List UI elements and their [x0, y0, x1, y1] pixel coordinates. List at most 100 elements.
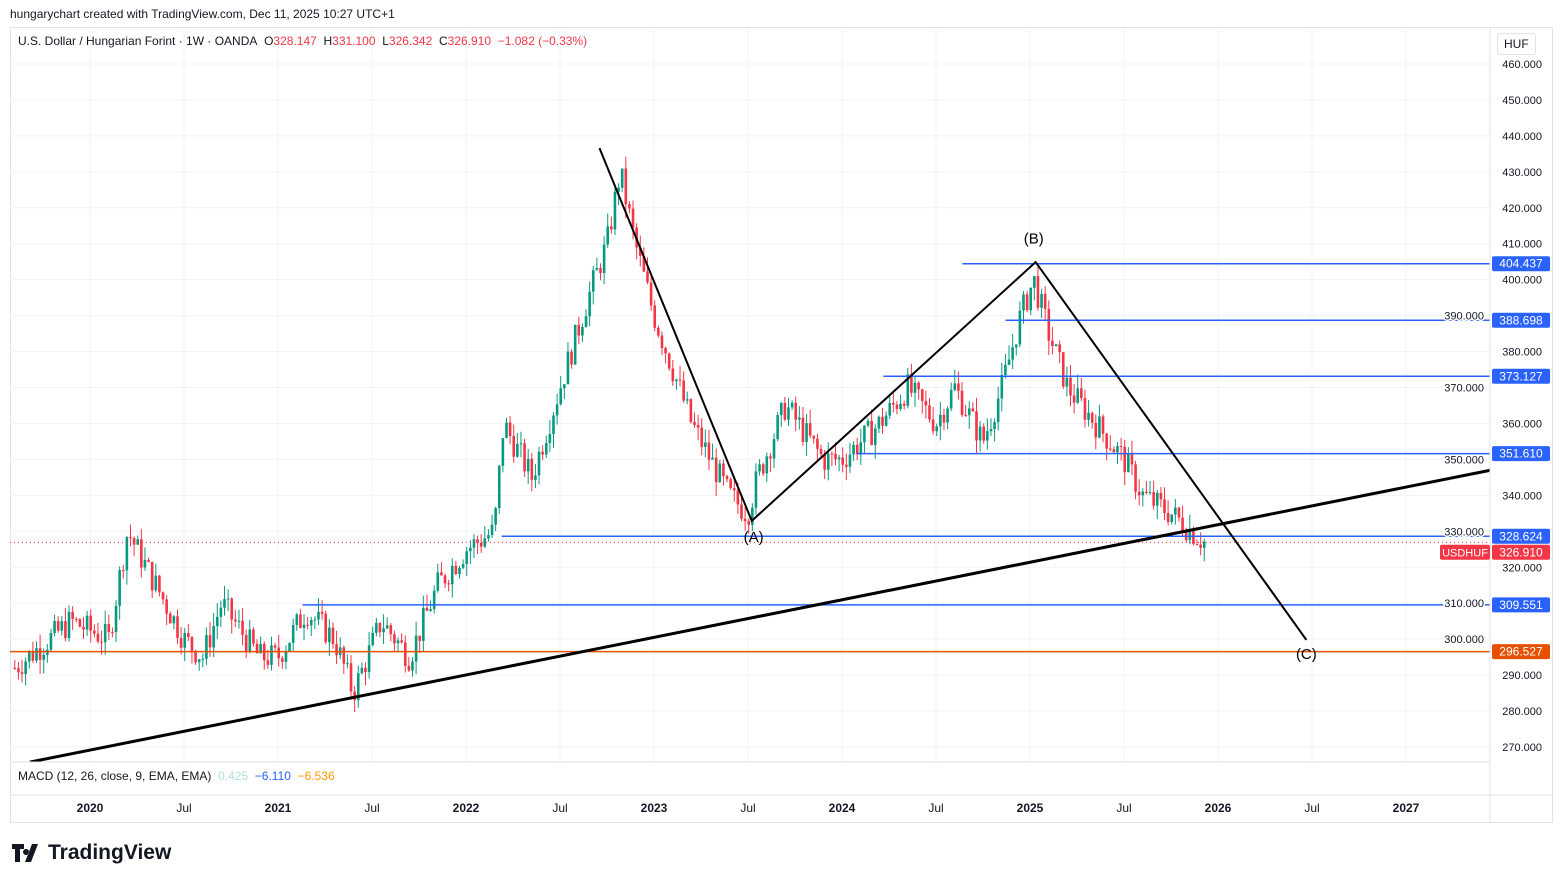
candle-body — [121, 570, 125, 572]
candle-body — [414, 635, 418, 662]
candle-body — [928, 405, 931, 420]
macd-label[interactable]: MACD (12, 26, close, 9, EMA, EMA) — [18, 769, 212, 783]
candle-body — [519, 443, 523, 445]
y-tick-label: 380.000 — [1502, 347, 1542, 359]
tradingview-logo[interactable]: TradingView — [12, 841, 171, 865]
candle-body — [64, 621, 67, 639]
candle-body — [1018, 310, 1022, 345]
candle-body — [147, 559, 150, 562]
candle-body — [1177, 507, 1181, 518]
candle-body — [1065, 377, 1069, 387]
candle-body — [382, 628, 385, 633]
candle-body — [566, 351, 570, 385]
symbol-title[interactable]: U.S. Dollar / Hungarian Forint · 1W · OA… — [18, 34, 258, 48]
candle-body — [132, 538, 136, 545]
candle-body — [360, 667, 364, 674]
candle-body — [602, 244, 606, 274]
plot-area — [10, 28, 1490, 762]
candle-body — [103, 623, 107, 643]
candle-body — [787, 407, 790, 420]
wave-label: (C) — [1296, 646, 1317, 663]
candle-body — [1054, 344, 1058, 347]
candle-body — [1022, 294, 1025, 311]
candle-body — [197, 659, 201, 663]
currency-button[interactable]: HUF — [1497, 33, 1536, 55]
candle-body — [617, 187, 620, 192]
low-value: 326.342 — [388, 34, 433, 48]
candle-body — [563, 384, 566, 389]
candle-body — [244, 634, 248, 652]
candle-body — [212, 626, 215, 648]
candle-body — [1202, 541, 1206, 548]
candle-body — [508, 422, 512, 437]
candle-body — [1141, 491, 1145, 496]
candle-body — [328, 627, 331, 643]
level-price-label: 404.437 — [1499, 257, 1543, 271]
abc-wave-path — [598, 147, 1308, 641]
x-tick-label: Jul — [364, 801, 379, 815]
candle-body — [826, 453, 830, 470]
y-tick-label: 360.000 — [1502, 418, 1542, 430]
candle-body — [1170, 514, 1174, 523]
candle-body — [1159, 492, 1163, 500]
candle-body — [393, 634, 396, 644]
candle-body — [682, 380, 685, 401]
candle-body — [1029, 287, 1033, 311]
candle-body — [1116, 445, 1119, 453]
level-price-badge — [1492, 312, 1550, 328]
candle-body — [704, 442, 707, 448]
candle-body — [743, 518, 747, 522]
candle-body — [541, 451, 544, 455]
symbol-legend: U.S. Dollar / Hungarian Forint · 1W · OA… — [18, 34, 588, 48]
candle-body — [548, 434, 552, 444]
candle-body — [107, 623, 111, 633]
candle-body — [1011, 347, 1014, 360]
candle-body — [1004, 364, 1007, 376]
change-value: −1.082 (−0.33%) — [497, 34, 588, 48]
candle-body — [989, 428, 993, 432]
candle-body — [1137, 491, 1141, 496]
x-tick-label: 2026 — [1205, 801, 1232, 815]
candle-body — [689, 399, 693, 422]
candle-body — [718, 463, 722, 483]
chart-frame — [10, 27, 1553, 823]
x-tick-label: Jul — [552, 801, 567, 815]
candle-body — [371, 632, 375, 646]
candle-body — [700, 427, 704, 448]
candle-body — [779, 402, 783, 416]
candle-body — [628, 204, 631, 209]
candle-body — [183, 632, 187, 648]
candle-body — [461, 564, 465, 568]
candle-body — [830, 453, 834, 455]
candle-body — [450, 565, 454, 585]
candle-body — [1119, 445, 1123, 447]
candle-body — [685, 399, 689, 401]
candle-body — [208, 635, 212, 648]
y-tick-label: 330.000 — [1444, 526, 1484, 538]
candle-body — [559, 388, 563, 405]
candle-body — [986, 431, 989, 441]
y-tick-label: 340.000 — [1502, 490, 1542, 502]
candle-body — [964, 414, 967, 416]
candle-body — [187, 632, 190, 638]
candle-body — [479, 542, 483, 547]
candle-body — [523, 443, 526, 472]
candle-body — [436, 572, 440, 591]
candle-body — [432, 590, 436, 610]
candle-body — [599, 268, 602, 274]
open-value: 328.147 — [273, 34, 317, 48]
candle-body — [201, 658, 205, 660]
wave-label: (B) — [1024, 231, 1044, 248]
candle-body — [317, 611, 320, 620]
y-tick-label: 320.000 — [1502, 562, 1542, 574]
level-price-badge — [1492, 597, 1550, 613]
candle-body — [190, 637, 194, 651]
candle-body — [855, 444, 859, 455]
candle-body — [31, 651, 35, 661]
x-tick-label: Jul — [1116, 801, 1131, 815]
candle-body — [646, 271, 649, 283]
candle-body — [910, 374, 913, 393]
candle-body — [49, 633, 53, 650]
candle-body — [295, 614, 299, 626]
